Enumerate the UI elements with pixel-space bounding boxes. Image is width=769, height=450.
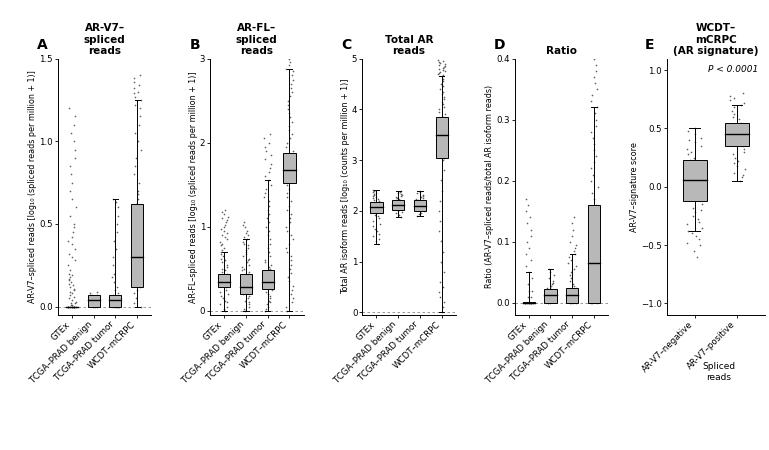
Text: Spliced
reads: Spliced reads xyxy=(702,362,736,382)
Bar xyxy=(436,117,448,158)
Title: AR-FL–
spliced
reads: AR-FL– spliced reads xyxy=(236,23,278,56)
Y-axis label: AR-V7–spliced reads [log₁₀ (spliced reads per million + 1)]: AR-V7–spliced reads [log₁₀ (spliced read… xyxy=(28,70,37,303)
Y-axis label: AR-FL–spliced reads [log₁₀ (spliced reads per million + 1)]: AR-FL–spliced reads [log₁₀ (spliced read… xyxy=(188,71,198,302)
Y-axis label: Ratio (AR-V7–spliced reads/total AR isoform reads): Ratio (AR-V7–spliced reads/total AR isof… xyxy=(485,85,494,288)
Bar xyxy=(566,288,578,303)
Bar xyxy=(283,153,295,183)
Bar xyxy=(88,295,100,307)
Bar xyxy=(725,122,749,146)
Title: AR-V7–
spliced
reads: AR-V7– spliced reads xyxy=(84,23,125,56)
Title: WCDT–
mCRPC
(AR signature): WCDT– mCRPC (AR signature) xyxy=(673,23,759,56)
Bar xyxy=(588,205,600,303)
Text: C: C xyxy=(341,38,352,52)
Y-axis label: Total AR isoform reads [log₁₀ (counts per million + 1)]: Total AR isoform reads [log₁₀ (counts pe… xyxy=(341,79,350,294)
Bar xyxy=(414,200,426,211)
Text: B: B xyxy=(189,38,200,52)
Bar xyxy=(109,295,122,307)
Bar xyxy=(544,289,557,303)
Bar xyxy=(240,274,252,294)
Text: E: E xyxy=(645,38,654,52)
Text: P < 0.0001: P < 0.0001 xyxy=(708,65,758,74)
Bar xyxy=(683,160,707,201)
Bar xyxy=(261,270,274,289)
Bar xyxy=(131,204,143,287)
Text: D: D xyxy=(494,38,505,52)
Title: Total AR
reads: Total AR reads xyxy=(384,35,433,56)
Title: Ratio: Ratio xyxy=(546,46,577,56)
Bar xyxy=(523,302,534,303)
Text: A: A xyxy=(37,38,48,52)
Bar xyxy=(392,200,404,210)
Y-axis label: AR-V7–signature score: AR-V7–signature score xyxy=(630,142,639,232)
Bar xyxy=(218,274,230,287)
Bar xyxy=(371,202,382,213)
